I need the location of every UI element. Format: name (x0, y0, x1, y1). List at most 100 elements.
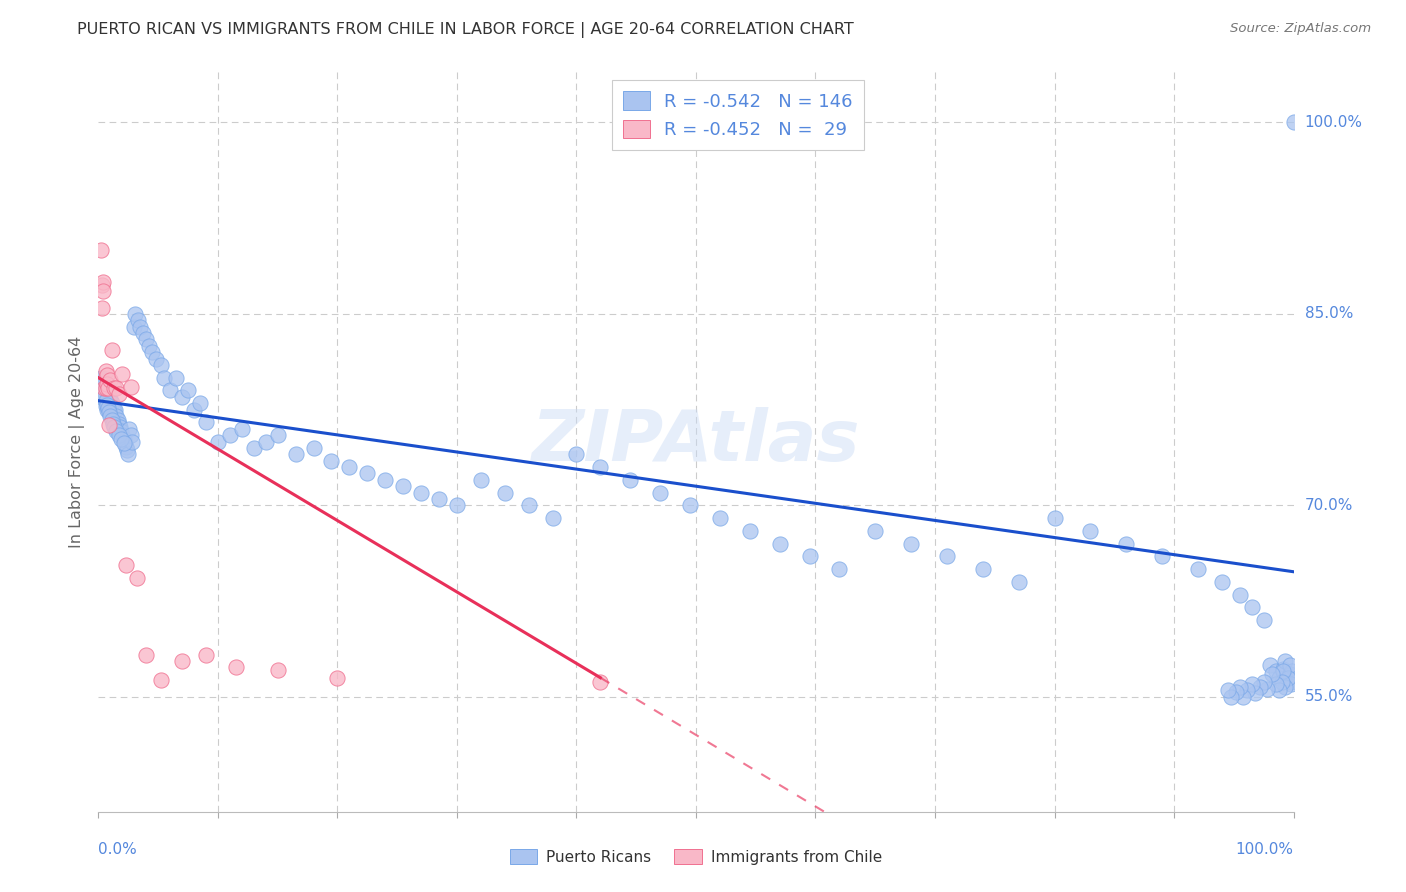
Text: PUERTO RICAN VS IMMIGRANTS FROM CHILE IN LABOR FORCE | AGE 20-64 CORRELATION CHA: PUERTO RICAN VS IMMIGRANTS FROM CHILE IN… (77, 22, 853, 38)
Point (1249, 680, 1271, 694)
Point (589, 460, 612, 475)
Point (124, 319, 146, 334)
Point (98, 405, 121, 419)
Point (107, 417, 129, 431)
Point (121, 434, 143, 449)
Point (619, 473, 641, 487)
Point (129, 319, 152, 334)
Point (1220, 690, 1243, 704)
Point (188, 396, 211, 410)
Text: 0.0%: 0.0% (98, 842, 138, 857)
Point (541, 511, 564, 525)
Point (1274, 654, 1296, 668)
Point (865, 524, 887, 538)
Point (799, 549, 821, 564)
Point (1277, 671, 1299, 685)
Point (470, 473, 492, 487)
Point (115, 440, 138, 454)
Point (159, 384, 181, 398)
Point (1268, 671, 1291, 685)
Point (231, 422, 253, 436)
Point (900, 536, 922, 550)
Point (172, 390, 194, 404)
Point (120, 428, 142, 442)
Point (97, 401, 120, 416)
Point (96, 379, 118, 393)
Point (1268, 683, 1291, 698)
Point (936, 549, 959, 564)
Point (1244, 686, 1267, 700)
Point (517, 499, 540, 513)
Text: 100.0%: 100.0% (1236, 842, 1294, 857)
Point (219, 428, 242, 442)
Point (1278, 666, 1301, 681)
Point (254, 434, 277, 449)
Point (91, 301, 114, 315)
Point (1115, 536, 1137, 550)
Point (98, 392, 122, 407)
Point (127, 313, 149, 327)
Point (153, 370, 176, 384)
Point (1264, 677, 1286, 691)
Point (111, 367, 134, 381)
Point (111, 428, 134, 442)
Point (105, 422, 128, 436)
Point (165, 370, 187, 384)
Point (94, 381, 117, 395)
Point (1240, 677, 1263, 691)
Point (738, 524, 761, 538)
Point (356, 467, 378, 481)
Text: Source: ZipAtlas.com: Source: ZipAtlas.com (1230, 22, 1371, 36)
Point (1279, 677, 1302, 691)
Point (103, 420, 125, 434)
Point (1253, 674, 1275, 689)
Text: 70.0%: 70.0% (1305, 498, 1353, 513)
Point (105, 381, 128, 395)
Point (98, 388, 121, 402)
Point (1240, 600, 1263, 615)
Point (91, 277, 114, 292)
Point (91, 275, 114, 289)
Point (93, 390, 115, 404)
Point (98, 405, 122, 419)
Point (709, 511, 731, 525)
Point (267, 428, 290, 442)
Point (118, 422, 141, 436)
Point (105, 425, 128, 439)
Point (100, 343, 122, 357)
Point (1232, 690, 1254, 704)
Point (565, 447, 588, 461)
Point (91, 384, 114, 398)
Point (225, 660, 247, 674)
Point (145, 351, 167, 366)
Point (1264, 665, 1286, 679)
Point (177, 384, 200, 398)
Point (104, 402, 127, 417)
Point (1274, 680, 1296, 694)
Point (100, 409, 122, 423)
Point (1080, 524, 1102, 538)
Point (131, 326, 153, 340)
Y-axis label: In Labor Force | Age 20-64: In Labor Force | Age 20-64 (69, 335, 86, 548)
Point (446, 499, 468, 513)
Point (284, 447, 307, 461)
Point (172, 654, 194, 668)
Point (1277, 671, 1299, 685)
Point (149, 673, 172, 688)
Text: 100.0%: 100.0% (1305, 115, 1362, 130)
Point (90, 370, 112, 384)
Point (96, 402, 118, 417)
Point (103, 404, 125, 418)
Point (1236, 683, 1258, 698)
Point (135, 648, 157, 662)
Point (104, 416, 127, 430)
Point (101, 400, 124, 414)
Text: 55.0%: 55.0% (1305, 690, 1353, 705)
Point (1281, 665, 1303, 679)
Point (90, 243, 112, 257)
Point (115, 443, 138, 458)
Point (427, 491, 450, 506)
Point (135, 333, 157, 347)
Point (114, 435, 136, 450)
Point (91, 377, 114, 392)
